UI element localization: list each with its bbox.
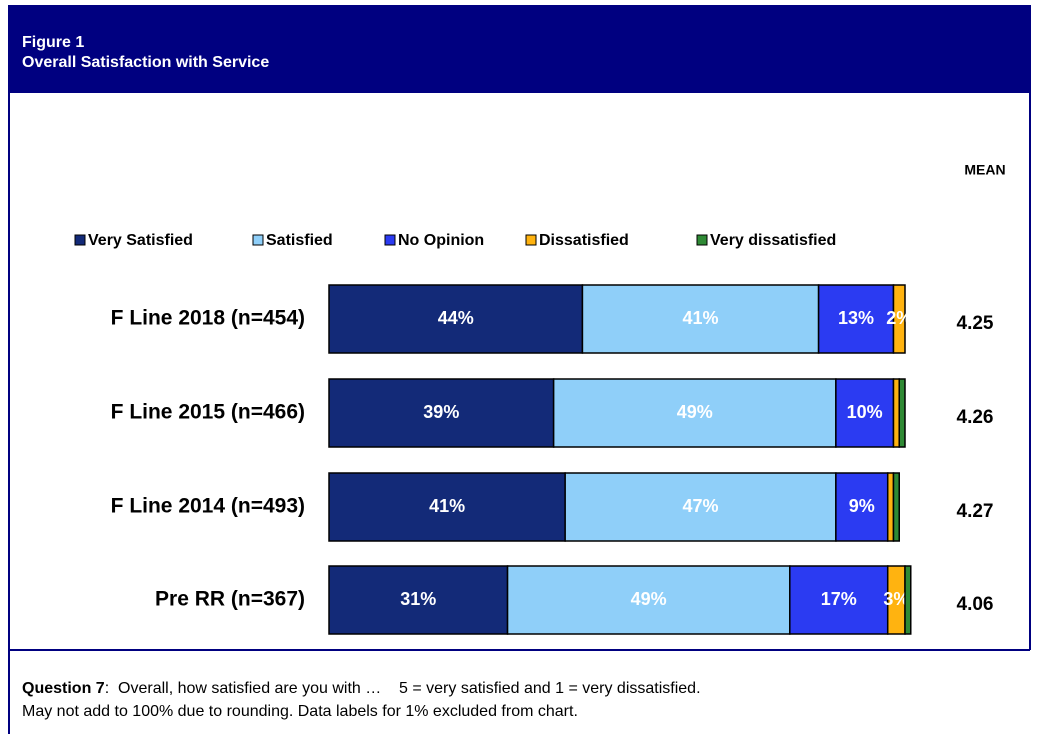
category-label: F Line 2015 (n=466) <box>111 401 305 424</box>
data-label: 3% <box>883 589 909 609</box>
mean-value: 4.27 <box>957 501 994 522</box>
bar-segment <box>328 565 509 635</box>
legend-swatch <box>696 234 708 246</box>
mean-value: 4.25 <box>957 313 994 334</box>
mean-header: MEAN <box>964 162 1005 178</box>
bar-segment <box>835 378 895 448</box>
bar-segment <box>904 565 912 635</box>
mean-value: 4.26 <box>957 407 994 428</box>
legend-swatch <box>74 234 86 246</box>
legend-swatch <box>252 234 264 246</box>
data-label: 47% <box>683 496 719 516</box>
data-label: 49% <box>677 402 713 422</box>
data-label: 39% <box>423 402 459 422</box>
category-label: F Line 2018 (n=454) <box>111 307 305 330</box>
bar-segment <box>328 378 555 448</box>
bar-segment <box>328 472 566 542</box>
data-label: 41% <box>683 308 719 328</box>
legend-label: Dissatisfied <box>539 232 629 249</box>
data-label: 41% <box>429 496 465 516</box>
bar-segment <box>886 472 895 542</box>
data-label: 17% <box>821 589 857 609</box>
bar-segment <box>835 472 889 542</box>
bar-segment <box>789 565 889 635</box>
data-label: 10% <box>847 402 883 422</box>
footer-note: May not add to 100% due to rounding. Dat… <box>22 703 578 720</box>
bar-segment <box>898 378 906 448</box>
bar-segment <box>892 472 900 542</box>
category-label: Pre RR (n=367) <box>155 588 305 611</box>
figure-label: Figure 1 <box>22 34 84 51</box>
bar-segment <box>328 284 584 354</box>
bar-segment <box>581 284 820 354</box>
bar-segment <box>564 472 837 542</box>
legend-swatch <box>525 234 537 246</box>
data-label: 49% <box>631 589 667 609</box>
data-label: 13% <box>838 308 874 328</box>
legend-label: Very dissatisfied <box>710 232 836 249</box>
mean-value: 4.06 <box>957 594 994 615</box>
legend-label: Very Satisfied <box>88 232 193 249</box>
question-text: : Overall, how satisfied are you with … … <box>105 680 701 697</box>
bar-segment <box>552 378 837 448</box>
figure-title: Overall Satisfaction with Service <box>22 54 269 71</box>
data-label: 9% <box>849 496 875 516</box>
legend-label: No Opinion <box>398 232 484 249</box>
category-label: F Line 2014 (n=493) <box>111 495 305 518</box>
legend-label: Satisfied <box>266 232 333 249</box>
data-label: 44% <box>438 308 474 328</box>
data-label: 2% <box>886 308 912 328</box>
legend-swatch <box>384 234 396 246</box>
bar-segment <box>892 284 906 354</box>
question-label: Question 7 <box>22 680 105 697</box>
footer-question: Question 7: Overall, how satisfied are y… <box>22 680 701 697</box>
bar-segment <box>817 284 895 354</box>
data-label: 31% <box>400 589 436 609</box>
bar-segment <box>892 378 900 448</box>
header-banner <box>8 5 1030 93</box>
bar-segment <box>506 565 791 635</box>
